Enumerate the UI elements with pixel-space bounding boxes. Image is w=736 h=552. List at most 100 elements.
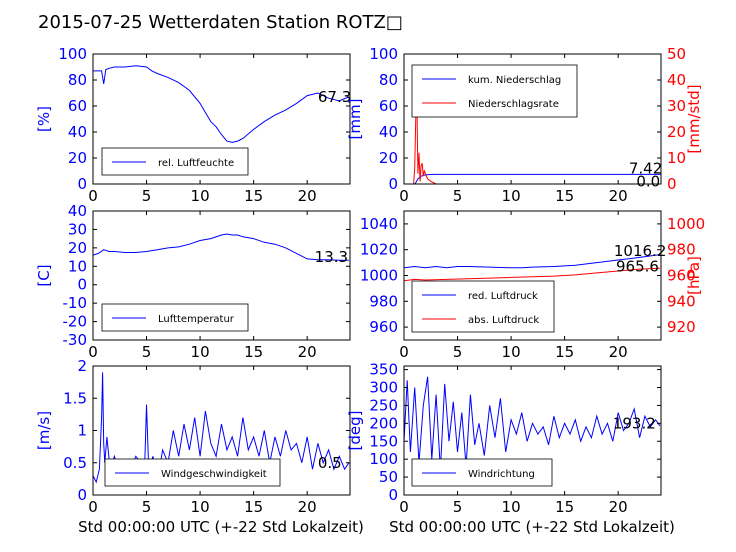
x-tick-label: 5 xyxy=(142,187,152,205)
x-tick-label: 15 xyxy=(244,498,263,516)
y-tick-label: 350 xyxy=(369,361,398,379)
x-tick-label: 0 xyxy=(399,343,409,361)
y-tick-label-right: 30 xyxy=(667,97,686,115)
x-tick-label: 5 xyxy=(142,343,152,361)
y-axis-label: [deg] xyxy=(346,411,364,451)
last-value-label: 1016.2 xyxy=(614,242,667,260)
series-line-wind_direction-0 xyxy=(404,376,661,470)
y-tick-label: 980 xyxy=(369,292,398,310)
series-line-precip-0 xyxy=(404,173,661,184)
x-tick-label: 10 xyxy=(502,343,521,361)
y-tick-label-right: 980 xyxy=(667,241,696,259)
y-tick-label: 1000 xyxy=(360,267,398,285)
x-tick-label: 5 xyxy=(142,498,152,516)
y-tick-label: 0 xyxy=(388,175,398,193)
y-tick-label: 1.5 xyxy=(63,389,87,407)
panel-humidity: 0 5 10 15 20 0 20 40 60 80 100 [%] 67.3 rel. Luftfeuc… xyxy=(35,45,351,205)
last-value-label: 67.3 xyxy=(318,88,351,106)
y-tick-label: 0 xyxy=(77,276,87,294)
y-tick-label: 80 xyxy=(379,71,398,89)
y-tick-label: 0.5 xyxy=(63,454,87,472)
figure-title: 2015-07-25 Wetterdaten Station ROTZ□ xyxy=(38,12,403,33)
y-tick-label: 30 xyxy=(68,220,87,238)
y-tick-label-right: 920 xyxy=(667,318,696,336)
panel-precipitation: 0 5 10 15 20 0 20 40 60 80 100 0 10 20 30 40 50 [mm] [mm/s… xyxy=(346,45,703,205)
legend-label: Lufttemperatur xyxy=(158,314,235,325)
y-tick-label: 960 xyxy=(369,318,398,336)
x-tick-label: 15 xyxy=(555,187,574,205)
x-tick-label: 10 xyxy=(502,498,521,516)
y-tick-label: 0 xyxy=(77,175,87,193)
legend-label: Windgeschwindigkeit xyxy=(161,469,267,480)
y-tick-label: 10 xyxy=(68,257,87,275)
y-tick-label-right: 50 xyxy=(667,45,686,63)
y-tick-label: 300 xyxy=(369,379,398,397)
series-line-humidity-0 xyxy=(93,65,350,143)
y-tick-label: -30 xyxy=(63,331,88,349)
last-value-label: 13.3 xyxy=(315,248,348,266)
x-tick-label: 15 xyxy=(244,343,263,361)
panel-pressure: 0 5 10 15 2096098010001020104092094096098010… xyxy=(360,210,705,361)
y-tick-label: -10 xyxy=(63,294,88,312)
y-axis-label-right: [mm/std] xyxy=(685,84,703,153)
last-value-label: 0.5 xyxy=(318,454,342,472)
y-axis-label: [m/s] xyxy=(35,411,53,450)
y-tick-label-right: 10 xyxy=(667,149,686,167)
y-tick-label: 20 xyxy=(68,149,87,167)
legend-label: Niederschlagsrate xyxy=(468,99,559,110)
y-tick-label: 1040 xyxy=(360,215,398,233)
y-tick-label: 50 xyxy=(379,468,398,486)
x-tick-label: 15 xyxy=(555,343,574,361)
y-tick-label-right: 0 xyxy=(667,175,677,193)
x-axis-label-right: Std 00:00:00 UTC (+-22 Std Lokalzeit) xyxy=(389,518,675,536)
y-tick-label: 60 xyxy=(379,97,398,115)
legend-label: Windrichtung xyxy=(468,469,535,480)
x-tick-label: 10 xyxy=(191,498,210,516)
y-tick-label-right: 960 xyxy=(667,267,696,285)
legend-label: abs. Luftdruck xyxy=(468,315,539,326)
x-axis-label-left: Std 00:00:00 UTC (+-22 Std Lokalzeit) xyxy=(78,518,364,536)
x-tick-label: 20 xyxy=(609,498,628,516)
y-tick-label: 20 xyxy=(68,239,87,257)
x-tick-label: 10 xyxy=(191,187,210,205)
last-value-label: 965.6 xyxy=(616,257,659,275)
x-tick-label: 0 xyxy=(88,498,98,516)
plot-frame xyxy=(403,365,662,496)
x-tick-label: 20 xyxy=(298,498,317,516)
y-tick-label: 0 xyxy=(388,486,398,504)
y-tick-label: -20 xyxy=(63,313,88,331)
y-tick-label: 200 xyxy=(369,414,398,432)
y-tick-label: 250 xyxy=(369,396,398,414)
last-value-label: 193.2 xyxy=(613,414,656,432)
legend-box xyxy=(411,280,555,333)
y-axis-label-right: [hPa] xyxy=(685,256,703,295)
y-tick-label: 60 xyxy=(68,97,87,115)
legend-label: kum. Niederschlag xyxy=(468,75,561,86)
plot-frame xyxy=(403,53,662,185)
y-tick-label: 40 xyxy=(68,202,87,220)
y-tick-label: 1 xyxy=(77,422,87,440)
series-line-temperature-0 xyxy=(93,233,349,261)
y-tick-label-right: 1000 xyxy=(667,215,705,233)
x-tick-label: 0 xyxy=(399,187,409,205)
series-line-precip-1 xyxy=(404,103,661,184)
y-tick-label: 100 xyxy=(369,450,398,468)
x-tick-label: 0 xyxy=(88,343,98,361)
x-tick-label: 5 xyxy=(453,343,463,361)
x-tick-label: 10 xyxy=(502,187,521,205)
y-tick-label: 100 xyxy=(369,45,398,63)
x-tick-label: 0 xyxy=(399,498,409,516)
y-tick-label: 150 xyxy=(369,432,398,450)
series-line-pressure-1 xyxy=(404,267,660,282)
y-tick-label: 40 xyxy=(68,123,87,141)
legend-box xyxy=(411,64,578,118)
y-tick-label-right: 40 xyxy=(667,71,686,89)
x-tick-label: 20 xyxy=(609,187,628,205)
y-tick-label: 2 xyxy=(77,357,87,375)
x-tick-label: 20 xyxy=(298,187,317,205)
x-tick-label: 0 xyxy=(88,187,98,205)
x-tick-label: 15 xyxy=(555,498,574,516)
x-tick-label: 5 xyxy=(453,498,463,516)
